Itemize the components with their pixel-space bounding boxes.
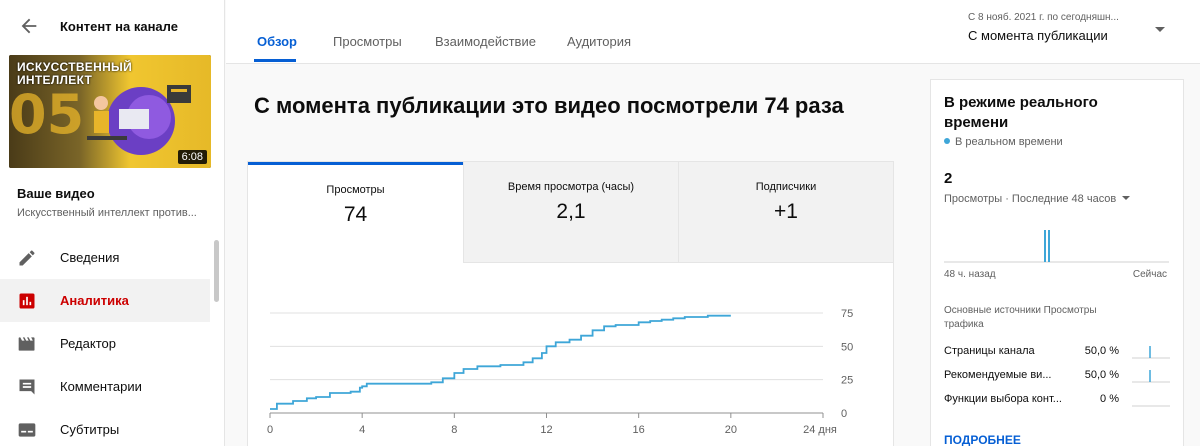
sidebar-item-label: Аналитика xyxy=(60,293,129,308)
sidebar-item-label: Комментарии xyxy=(60,379,142,394)
pencil-icon xyxy=(19,250,35,266)
views-series-line xyxy=(270,314,731,410)
date-range-selector[interactable]: С 8 нояб. 2021 г. по сегодняшн... С моме… xyxy=(968,12,1168,43)
realtime-panel: В режиме реального времени В реальном вр… xyxy=(930,79,1184,446)
realtime-bar xyxy=(1044,230,1046,262)
sidebar-header: Контент на канале xyxy=(0,0,224,54)
sidebar: Контент на канале 05 ИСКУССТВЕННЫЙ ИНТЕЛ… xyxy=(0,0,225,446)
analytics-header: Обзор Просмотры Взаимодействие Аудитория… xyxy=(226,0,1200,64)
traffic-source-row: Рекомендуемые ви... 50,0 % xyxy=(944,366,1170,386)
metric-label: Время просмотра (часы) xyxy=(507,181,635,193)
sidebar-item-label: Сведения xyxy=(60,250,120,265)
traffic-source-row: Страницы канала 50,0 % xyxy=(944,342,1170,362)
analytics-icon xyxy=(19,293,35,309)
x-tick-label: 0 xyxy=(267,424,273,436)
sidebar-title: Контент на канале xyxy=(60,19,178,34)
video-title[interactable]: Искусственный интеллект против... xyxy=(17,207,197,219)
realtime-axis-end: Сейчас xyxy=(1132,269,1167,280)
overview-card: Просмотры 74 Время просмотра (часы) 2,1 … xyxy=(247,161,894,446)
sidebar-item-label: Субтитры xyxy=(60,422,120,437)
clapperboard-icon xyxy=(18,337,35,351)
x-tick-label: 24 дня xyxy=(803,424,837,436)
tab-audience[interactable]: Аудитория xyxy=(567,34,632,49)
x-tick-label: 16 xyxy=(633,424,645,436)
date-range-main: С момента публикации xyxy=(968,28,1108,43)
traffic-source-name: Функции выбора конт... xyxy=(944,393,1062,405)
traffic-source-sparkline xyxy=(1132,370,1170,383)
metric-views[interactable]: Просмотры 74 xyxy=(248,162,463,263)
tab-overview[interactable]: Обзор xyxy=(257,34,297,49)
y-tick-label: 25 xyxy=(841,375,853,387)
metric-label: Подписчики xyxy=(755,181,817,193)
date-range-sub: С 8 нояб. 2021 г. по сегодняшн... xyxy=(968,12,1119,23)
dropdown-caret-icon xyxy=(1122,196,1131,200)
x-tick-label: 8 xyxy=(451,424,457,436)
realtime-metric-selector[interactable]: Просмотры · Последние 48 часов xyxy=(944,193,1131,205)
video-thumbnail[interactable]: 05 ИСКУССТВЕННЫЙ ИНТЕЛЛЕКТ 6:08 xyxy=(9,55,211,168)
metric-value: 74 xyxy=(343,203,368,226)
metric-value: +1 xyxy=(774,200,798,223)
back-arrow-icon[interactable] xyxy=(18,15,40,37)
realtime-selector-label: Просмотры · Последние 48 часов xyxy=(944,193,1117,205)
realtime-status-label: В реальном времени xyxy=(955,136,1063,148)
metric-value: 2,1 xyxy=(556,200,586,223)
x-tick-label: 12 xyxy=(540,424,552,436)
traffic-source-sparkline xyxy=(1132,405,1170,407)
x-tick-label: 4 xyxy=(359,424,365,436)
dropdown-caret-icon[interactable] xyxy=(1155,27,1165,32)
y-tick-label: 0 xyxy=(841,408,847,420)
traffic-source-name: Страницы канала xyxy=(944,345,1035,357)
sidebar-item-label: Редактор xyxy=(60,336,116,351)
traffic-source-percent: 0 % xyxy=(1100,393,1119,405)
your-video-label: Ваше видео xyxy=(17,186,95,201)
traffic-source-sparkline xyxy=(1132,346,1170,359)
traffic-source-percent: 50,0 % xyxy=(1084,345,1119,357)
traffic-source-name: Рекомендуемые ви... xyxy=(944,369,1052,381)
views-line-chart: 0 25 50 75 0 4 8 12 16 20 24 дня xyxy=(267,308,853,436)
sidebar-item-details[interactable]: Сведения xyxy=(0,236,210,279)
y-tick-label: 50 xyxy=(841,341,853,353)
tab-views[interactable]: Просмотры xyxy=(333,34,402,49)
metric-watch-time[interactable]: Время просмотра (часы) 2,1 xyxy=(464,162,678,263)
metric-label: Просмотры xyxy=(326,184,385,196)
sidebar-item-analytics[interactable]: Аналитика xyxy=(0,279,210,322)
realtime-status: В реальном времени xyxy=(944,136,1063,148)
realtime-title: В режиме реального времени xyxy=(944,94,1098,131)
traffic-source-row: Функции выбора конт... 0 % xyxy=(944,390,1170,410)
traffic-source-percent: 50,0 % xyxy=(1084,369,1119,381)
subtitles-icon xyxy=(18,423,36,437)
sidebar-scrollbar[interactable] xyxy=(214,240,219,302)
see-more-link[interactable]: ПОДРОБНЕЕ xyxy=(944,433,1021,446)
realtime-axis-start: 48 ч. назад xyxy=(944,269,996,280)
thumbnail-illustration xyxy=(87,85,191,155)
thumbnail-title: ИСКУССТВЕННЫЙ ИНТЕЛЛЕКТ xyxy=(17,60,133,87)
x-tick-label: 20 xyxy=(725,424,737,436)
tab-engagement[interactable]: Взаимодействие xyxy=(435,34,536,49)
video-duration: 6:08 xyxy=(177,150,207,164)
realtime-bar-chart xyxy=(944,230,1169,263)
live-dot-icon xyxy=(944,138,950,144)
sidebar-item-editor[interactable]: Редактор xyxy=(0,322,210,365)
divider xyxy=(463,162,464,263)
metric-subscribers[interactable]: Подписчики +1 xyxy=(679,162,893,263)
thumbnail-number: 05 xyxy=(9,83,85,146)
page-title: С момента публикации это видео посмотрел… xyxy=(254,93,844,118)
sidebar-item-subtitles[interactable]: Субтитры xyxy=(0,408,210,446)
sidebar-nav: Сведения Аналитика Редактор Комментарии xyxy=(0,236,210,446)
metric-tabs: Просмотры 74 Время просмотра (часы) 2,1 … xyxy=(248,162,893,263)
comment-icon xyxy=(19,379,35,395)
y-tick-label: 75 xyxy=(841,308,853,320)
realtime-bar xyxy=(1048,230,1050,262)
active-tab-indicator xyxy=(254,59,296,62)
divider xyxy=(678,162,679,263)
sidebar-item-comments[interactable]: Комментарии xyxy=(0,365,210,408)
realtime-count: 2 xyxy=(944,170,953,187)
traffic-sources-title: Основные источники Просмотры трафика xyxy=(944,305,1097,330)
